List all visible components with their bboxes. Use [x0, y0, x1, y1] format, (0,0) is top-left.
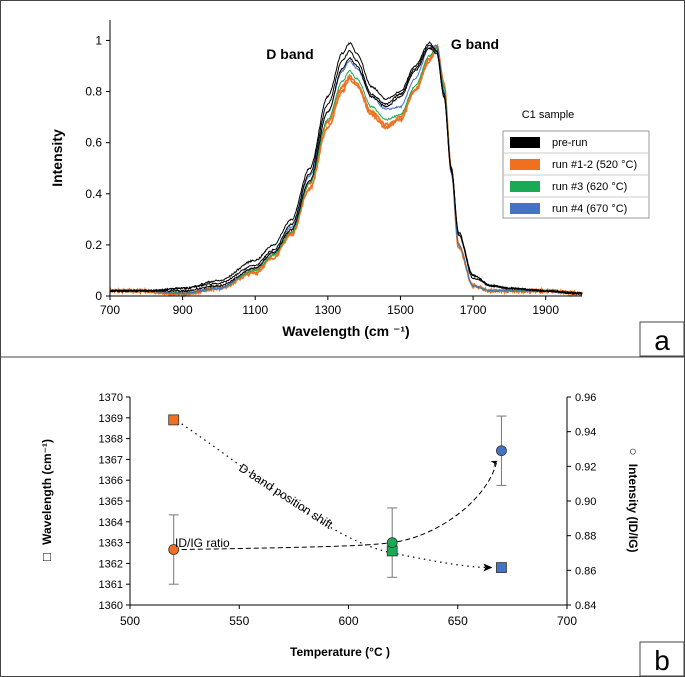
- panel-a-y-tick-label: 0: [95, 289, 102, 303]
- svg-text:□ Wavelength (cm⁻¹): □ Wavelength (cm⁻¹): [39, 439, 54, 561]
- panel-b-right-tick-label: 0.92: [575, 461, 596, 473]
- panel-a-y-tick-label: 0.6: [85, 136, 102, 150]
- panel-b-left-tick-label: 1368: [99, 434, 123, 446]
- legend-title: C1 sample: [522, 109, 575, 121]
- panel-b-left-axis-label: Wavelength (cm⁻¹): [40, 439, 54, 545]
- panel-b-left-tick-label: 1360: [99, 600, 123, 612]
- panel-b-right-tick-label: 0.90: [575, 496, 596, 508]
- intensity-marker-icon: ○: [626, 448, 641, 456]
- panel-a-legend: C1 sample pre-run run #1-2 (520 °C) run #3…: [502, 109, 650, 219]
- id-ig-ratio-point: [496, 445, 507, 457]
- d-band-shift-annotation: D band position shift: [236, 461, 335, 532]
- id-ig-trend-arrowhead: [490, 460, 498, 468]
- d-band-annotation: D band: [266, 46, 313, 62]
- panel-a-x-tick-label: 1300: [314, 303, 341, 317]
- panel-b-left-tick-label: 1362: [99, 558, 123, 570]
- legend-swatch: [510, 137, 540, 148]
- legend-swatch: [510, 181, 540, 192]
- legend-entry: run #4 (670 °C): [552, 203, 627, 215]
- panel-b-label-box: [639, 641, 685, 677]
- panel-a-x-tick-label: 700: [100, 303, 120, 317]
- panel-b-left-tick-label: 1364: [99, 517, 123, 529]
- panel-a-y-tick-label: 0.8: [85, 85, 102, 99]
- panel-b-right-tick-label: 0.86: [575, 565, 596, 577]
- panel-a: 700 900 1100 1300 1500 1700 1900 0 0.2 0.4 0.6 0.8 1…: [49, 20, 685, 357]
- id-ig-ratio-point: [168, 544, 180, 555]
- panel-a-x-tick-label: 1500: [387, 303, 414, 317]
- panel-a-x-tick-label: 900: [173, 303, 193, 317]
- panel-b-left-tick-label: 1365: [99, 496, 123, 508]
- panel-b-right-axis-label: Intensity (ID/IG): [626, 464, 640, 553]
- legend-entry: run #1-2 (520 °C): [552, 159, 637, 171]
- panel-a-y-tick-label: 0.2: [85, 238, 102, 252]
- panel-b-x-axis-label: Temperature (°C ): [290, 645, 390, 659]
- d-band-position-point: [168, 414, 180, 426]
- panel-b-left-tick-label: 1369: [99, 413, 123, 425]
- panel-b-left-tick-label: 1361: [99, 579, 123, 591]
- panel-b-x-tick-label: 550: [229, 614, 249, 628]
- panel-b-left-tick-label: 1367: [99, 454, 123, 466]
- panel-b-x-tick-label: 500: [120, 614, 140, 628]
- panel-a-y-tick-label: 0.4: [85, 187, 102, 201]
- panel-b-right-tick-label: 0.84: [575, 600, 596, 612]
- panel-a-y-axis-label: Intensity: [49, 129, 65, 187]
- panel-b-x-tick-label: 650: [448, 614, 468, 628]
- legend-entry: pre-run: [552, 137, 587, 149]
- panel-b-left-tick-label: 1370: [99, 392, 123, 404]
- legend-swatch: [510, 203, 540, 214]
- panel-a-x-tick-label: 1900: [532, 303, 559, 317]
- panel-b-right-tick-label: 0.88: [575, 531, 596, 543]
- wavelength-marker-icon: □: [39, 553, 54, 561]
- spectrum-line-0: [109, 46, 583, 295]
- d-band-position-point: [496, 562, 507, 573]
- id-ig-ratio-annotation: ID/IG ratio: [175, 536, 230, 550]
- spectrum-line-2: [109, 45, 583, 295]
- panel-b-right-tick-label: 0.94: [575, 427, 596, 439]
- panel-b-x-tick-label: 700: [557, 614, 577, 628]
- panel-b-left-tick-label: 1366: [99, 475, 123, 487]
- spectrum-line-3: [109, 44, 583, 295]
- g-band-annotation: G band: [451, 36, 499, 52]
- panel-b-left-tick-label: 1363: [99, 538, 123, 550]
- panel-b: 500 550 600 650 700 1360 1361 1362 1363 1364 1365 1…: [39, 392, 685, 677]
- legend-entry: run #3 (620 °C): [552, 181, 627, 193]
- panel-a-label-box: [639, 321, 685, 357]
- panel-b-label: b: [654, 645, 670, 676]
- d-band-trend-arrowhead: [483, 563, 493, 572]
- panel-a-x-tick-label: 1700: [460, 303, 487, 317]
- panel-a-label: a: [654, 325, 670, 356]
- panel-b-right-tick-label: 0.96: [575, 392, 596, 404]
- spectrum-line-0: [110, 44, 583, 296]
- id-ig-ratio-point: [386, 537, 398, 548]
- panel-a-x-tick-label: 1100: [242, 303, 268, 317]
- panel-a-y-tick-label: 1: [95, 33, 102, 47]
- panel-a-x-axis-label: Wavelength (cm ⁻¹): [282, 323, 409, 339]
- panel-b-x-tick-label: 600: [338, 614, 358, 628]
- legend-swatch: [510, 159, 540, 170]
- svg-text:○ Intensity (ID/IG): ○ Intensity (ID/IG): [626, 448, 641, 553]
